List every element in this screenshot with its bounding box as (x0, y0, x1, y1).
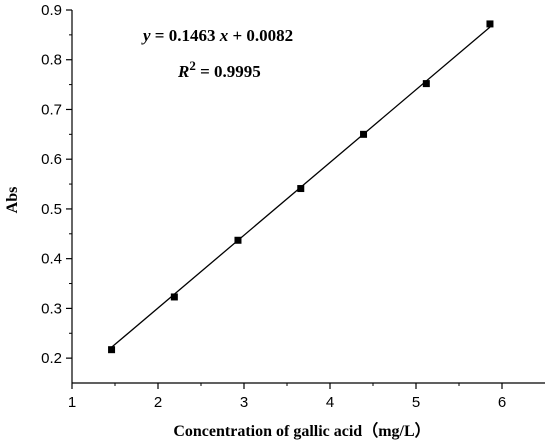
y-tick-label: 0.7 (41, 101, 62, 118)
r-superscript: 2 (189, 58, 196, 73)
y-tick-label: 0.4 (41, 251, 62, 268)
x-tick-label: 1 (68, 394, 76, 411)
data-point (422, 80, 430, 88)
equation-y: y (141, 26, 151, 45)
equation-part-1: = 0.1463 (151, 26, 220, 45)
x-tick-label: 4 (326, 394, 334, 411)
equation-part-2: + 0.0082 (228, 26, 293, 45)
y-ticks: 0.2 0.3 0.4 0.5 0.6 0.7 0.8 0.9 (41, 2, 72, 367)
data-point (170, 293, 178, 301)
r-squared-annotation: R2 = 0.9995 (177, 58, 261, 81)
x-tick-label: 2 (154, 394, 162, 411)
equation-x: x (219, 26, 229, 45)
y-tick-label: 0.3 (41, 300, 62, 317)
data-point (360, 130, 368, 138)
data-point (486, 20, 494, 28)
axes (71, 10, 545, 384)
y-tick-label: 0.2 (41, 350, 62, 367)
y-axis-title: Abs (4, 187, 21, 214)
y-tick-label: 0.9 (41, 2, 62, 19)
plot-marks (108, 20, 494, 354)
y-tick-label: 0.6 (41, 151, 62, 168)
equation-annotation: y = 0.1463 x + 0.0082 (141, 26, 293, 45)
x-tick-label: 6 (498, 394, 506, 411)
r-squared-value: = 0.9995 (196, 62, 261, 81)
y-tick-label: 0.5 (41, 201, 62, 218)
data-point (234, 236, 242, 244)
x-tick-label: 5 (412, 394, 420, 411)
x-axis-title: Concentration of gallic acid（mg/L） (173, 422, 430, 440)
x-ticks: 1 2 3 4 5 6 (68, 383, 506, 411)
r-symbol: R (177, 62, 189, 81)
data-point (108, 346, 116, 354)
x-tick-label: 3 (240, 394, 248, 411)
y-tick-label: 0.8 (41, 52, 62, 69)
data-point (297, 185, 305, 193)
